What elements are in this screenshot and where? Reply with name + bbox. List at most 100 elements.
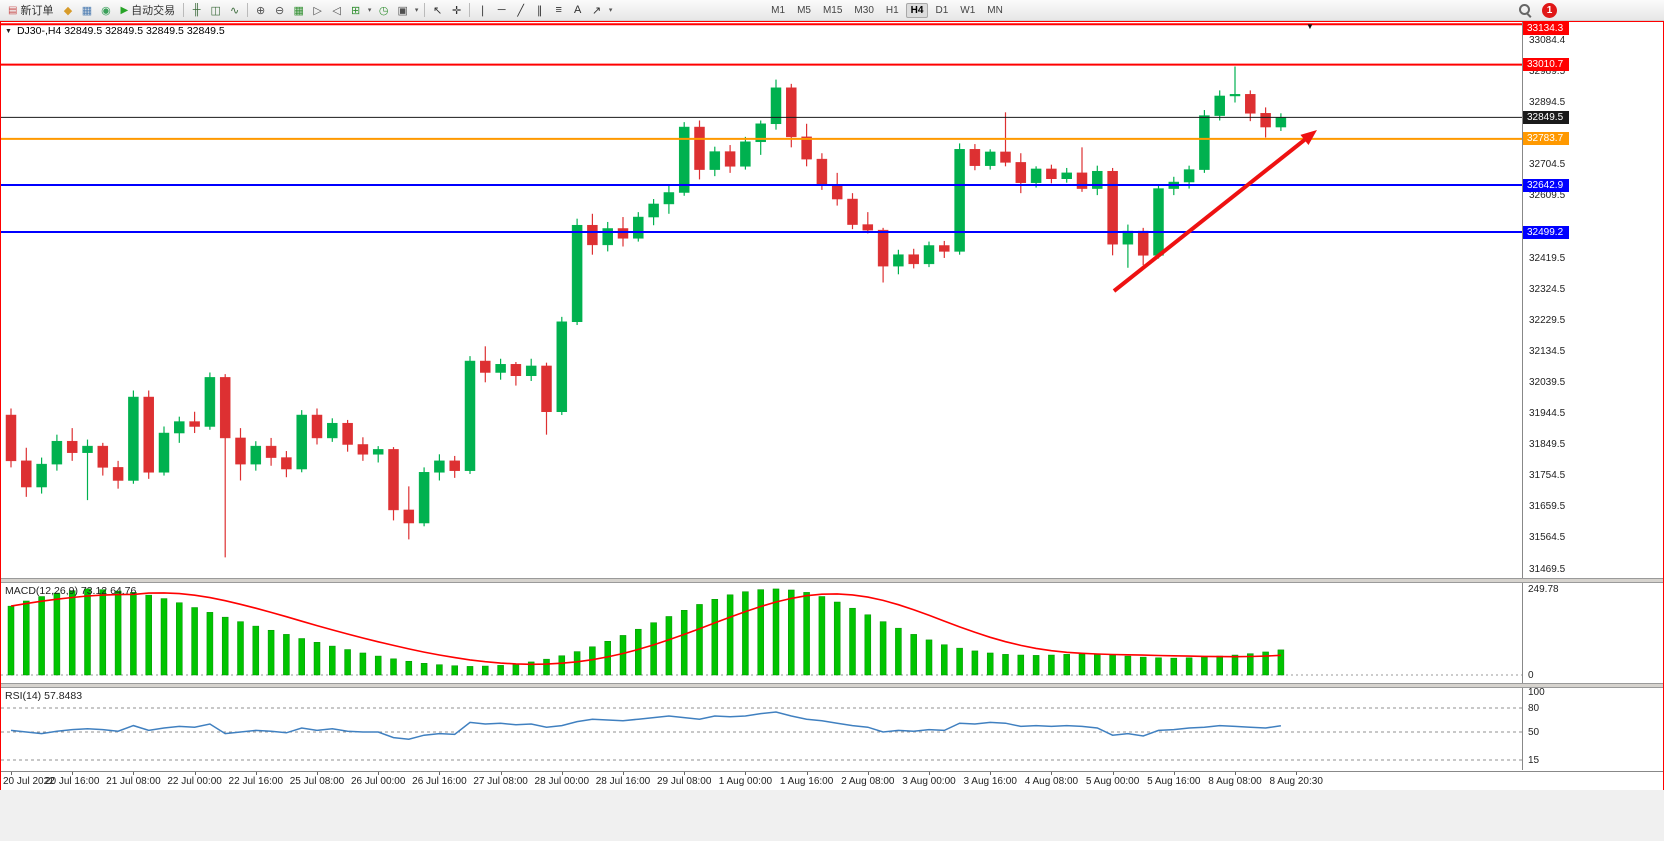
new-order-button[interactable]: ▤ 新订单 [3, 2, 58, 19]
time-axis-label: 4 Aug 08:00 [1024, 776, 1079, 787]
zoom-out-icon[interactable]: ⊖ [275, 4, 285, 17]
cursor-icon[interactable]: ↖ [433, 4, 443, 17]
time-axis-label: 5 Aug 16:00 [1147, 776, 1201, 787]
trendline-icon[interactable]: ╱ [517, 4, 524, 17]
fibonacci-icon[interactable]: ≡ [555, 4, 562, 16]
macd-svg [1, 588, 1522, 676]
price-chart-area[interactable]: ▼ DJ30-,H4 32849.5 32849.5 32849.5 32849… [1, 22, 1522, 578]
time-axis-label: 22 Jul 16:00 [228, 776, 284, 787]
line-chart-icon[interactable]: ∿ [230, 4, 240, 17]
time-axis-label: 2 Aug 08:00 [841, 776, 895, 787]
zoom-in-icon[interactable]: ⊕ [256, 4, 266, 17]
price-tick-label: 31469.5 [1529, 563, 1566, 575]
timeframe-d1[interactable]: D1 [935, 4, 949, 16]
time-axis-tick [745, 772, 747, 775]
price-tick-label: 31944.5 [1529, 408, 1566, 420]
price-tick-label: 32609.5 [1529, 190, 1566, 202]
timeframe-w1[interactable]: W1 [960, 4, 976, 16]
time-axis-tick [990, 772, 992, 775]
time-axis-tick [684, 772, 686, 775]
new-chart-caret-icon[interactable]: ▾ [367, 7, 372, 14]
rsi-scale-label: 15 [1528, 755, 1540, 766]
time-axis-tick [194, 772, 196, 775]
time-axis-label: 26 Jul 00:00 [350, 776, 406, 787]
vertical-line-icon[interactable]: ∣ [479, 4, 486, 17]
timeframe-h1[interactable]: H1 [885, 4, 899, 16]
templates-caret-icon[interactable]: ▾ [414, 7, 419, 14]
crosshair-icon[interactable]: ✛ [452, 4, 462, 17]
chart-shift-icon[interactable]: ◁ [332, 4, 341, 17]
navigator-icon[interactable]: ◉ [101, 4, 111, 17]
timeframe-m1[interactable]: M1 [771, 4, 786, 16]
chart-menu-icon[interactable]: ▼ [5, 27, 12, 35]
clock-icon[interactable]: ◷ [378, 4, 389, 17]
price-tick-label: 32704.5 [1529, 159, 1566, 171]
new-chart-icon[interactable]: ⊞ [351, 4, 361, 17]
rsi-svg [1, 707, 1522, 761]
timeframe-m15[interactable]: M15 [822, 4, 843, 16]
search-icon[interactable] [1518, 3, 1533, 18]
price-line-label: 32642.9 [1523, 178, 1569, 192]
trend-arrow[interactable] [1112, 130, 1317, 293]
price-axis[interactable]: 33084.4 32989.5 32894.5 32704.5 32609.5 32419… [1522, 22, 1663, 770]
tile-windows-icon[interactable]: ▦ [293, 4, 304, 17]
macd-panel[interactable]: MACD(12,26,9) 73.12 64.76 [1, 583, 1522, 683]
time-axis-tick [1112, 772, 1114, 775]
price-line-label: 32783.7 [1523, 132, 1569, 146]
timeframe-m5[interactable]: M5 [797, 4, 811, 16]
time-axis-label: 28 Jul 16:00 [595, 776, 651, 787]
toolbar-separator [469, 3, 471, 17]
price-tick-label: 32419.5 [1529, 252, 1566, 264]
time-axis-label: 25 Jul 08:00 [289, 776, 345, 787]
autotrading-button-label: 自动交易 [131, 5, 176, 17]
drawing-tools-caret-icon[interactable]: ▾ [608, 7, 613, 14]
macd-scale-zero-label: 0 [1528, 670, 1534, 681]
time-axis-tick [1173, 772, 1175, 775]
market-watch-icon[interactable]: ▦ [81, 4, 93, 17]
candlestick-chart-icon[interactable]: ◫ [210, 4, 221, 17]
time-axis-label: 20 Jul 16:00 [44, 776, 100, 787]
price-tick-label: 31754.5 [1529, 470, 1566, 482]
price-tick-label: 31564.5 [1529, 532, 1566, 544]
time-axis-tick [317, 772, 318, 775]
rsi-panel[interactable]: RSI(14) 57.8483 [1, 688, 1522, 770]
time-axis-label: 1 Aug 16:00 [779, 776, 834, 787]
toolbar-right-group: 1 [1518, 2, 1557, 19]
time-axis-label: 29 Jul 08:00 [656, 776, 712, 787]
price-tick-label: 32134.5 [1529, 345, 1566, 357]
time-axis-label: 3 Aug 00:00 [902, 776, 956, 787]
rsi-scale-label: 100 [1528, 687, 1545, 698]
time-axis-tick [439, 772, 441, 775]
auto-scroll-icon[interactable]: ▷ [313, 4, 322, 17]
chart-shift-marker-icon[interactable]: ▼ [1306, 22, 1314, 31]
time-axis-tick [929, 772, 930, 775]
time-axis-tick [806, 772, 808, 775]
price-tick-label: 32229.5 [1529, 314, 1566, 326]
time-axis-tick [72, 772, 74, 775]
macd-label: MACD(12,26,9) 73.12 64.76 [5, 585, 136, 597]
price-line-label: 32849.5 [1523, 110, 1569, 124]
price-line-label: 32499.2 [1523, 225, 1569, 239]
rsi-scale-label: 50 [1528, 727, 1540, 738]
macd-name: MACD(12,26,9) [5, 585, 78, 597]
panel-resize-divider[interactable] [1, 683, 1663, 688]
horizontal-line-icon[interactable]: ─ [497, 4, 506, 16]
price-line-label: 33010.7 [1523, 58, 1569, 72]
timeframe-h4[interactable]: H4 [905, 2, 929, 18]
notification-badge[interactable]: 1 [1542, 3, 1557, 18]
symbols-icon[interactable]: ◆ [63, 4, 73, 17]
text-label-icon[interactable]: A [573, 4, 582, 16]
panel-resize-divider[interactable] [1, 578, 1663, 583]
templates-icon[interactable]: ▣ [397, 4, 408, 17]
timeframe-mn[interactable]: MN [987, 4, 1003, 16]
bar-chart-icon[interactable]: ╫ [192, 4, 201, 16]
time-axis-tick [133, 772, 135, 775]
autotrading-button[interactable]: ▶ 自动交易 [115, 2, 180, 19]
equidistant-channel-icon[interactable]: ∥ [536, 4, 543, 17]
price-tick-label: 32894.5 [1529, 97, 1566, 109]
arrows-icon[interactable]: ↗ [592, 4, 602, 17]
timeframe-m30[interactable]: M30 [854, 4, 874, 16]
price-tick-label: 32324.5 [1529, 283, 1566, 295]
time-axis[interactable]: 20 Jul 2022 20 Jul 16:00 21 Jul 08:00 22 Ju… [1, 771, 1663, 789]
